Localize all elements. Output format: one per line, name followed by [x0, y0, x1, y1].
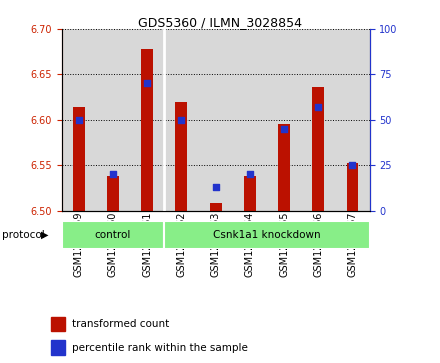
Bar: [176, 102, 187, 211]
Point: [281, 126, 288, 132]
Point: [110, 171, 117, 177]
Text: GDS5360 / ILMN_3028854: GDS5360 / ILMN_3028854: [138, 16, 302, 29]
Bar: [301, 29, 335, 211]
Point: [246, 171, 253, 177]
Bar: [62, 221, 164, 249]
Point: [178, 117, 185, 123]
Bar: [51, 340, 65, 355]
Bar: [130, 29, 164, 211]
Bar: [278, 124, 290, 211]
Bar: [164, 29, 198, 211]
Bar: [141, 49, 153, 211]
Text: percentile rank within the sample: percentile rank within the sample: [72, 343, 248, 352]
Bar: [347, 163, 359, 211]
Point: [212, 184, 219, 190]
Bar: [312, 87, 324, 211]
Bar: [73, 107, 85, 211]
Bar: [233, 29, 267, 211]
Text: transformed count: transformed count: [72, 319, 169, 329]
Text: protocol: protocol: [2, 230, 45, 240]
Bar: [107, 176, 119, 211]
Bar: [62, 29, 96, 211]
Bar: [198, 29, 233, 211]
Point: [143, 81, 150, 86]
Point: [315, 104, 322, 110]
Bar: [267, 29, 301, 211]
Bar: [51, 317, 65, 331]
Bar: [335, 29, 370, 211]
Point: [75, 117, 82, 123]
Text: Csnk1a1 knockdown: Csnk1a1 knockdown: [213, 230, 321, 240]
Point: [349, 162, 356, 168]
Text: ▶: ▶: [41, 230, 48, 240]
Bar: [164, 221, 370, 249]
Bar: [244, 176, 256, 211]
Text: control: control: [95, 230, 131, 240]
Bar: [209, 203, 222, 211]
Bar: [96, 29, 130, 211]
